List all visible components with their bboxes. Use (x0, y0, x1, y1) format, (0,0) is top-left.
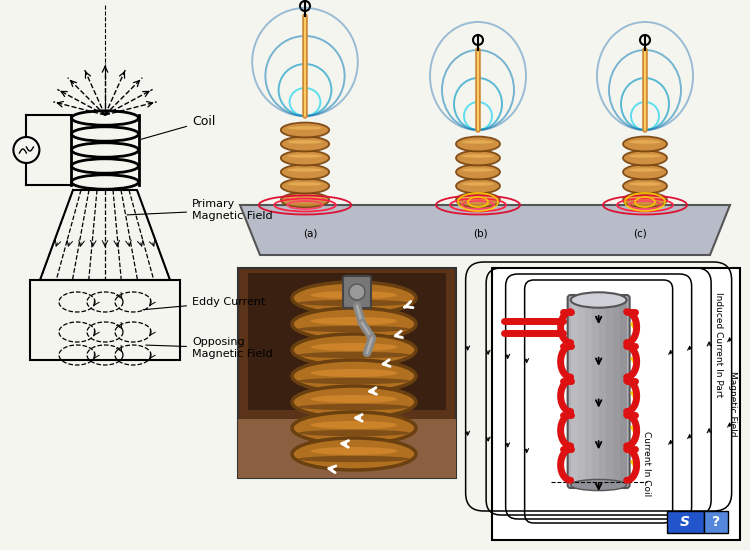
Ellipse shape (629, 196, 661, 200)
Ellipse shape (298, 456, 410, 462)
FancyBboxPatch shape (492, 268, 740, 540)
Ellipse shape (629, 182, 661, 186)
Ellipse shape (456, 136, 500, 151)
Ellipse shape (280, 179, 329, 194)
FancyBboxPatch shape (598, 300, 606, 483)
FancyBboxPatch shape (571, 300, 578, 483)
Ellipse shape (462, 182, 494, 186)
Ellipse shape (287, 182, 322, 186)
Ellipse shape (623, 192, 667, 207)
Ellipse shape (298, 378, 410, 384)
Text: Opposing
Magnetic Field: Opposing Magnetic Field (146, 337, 273, 359)
Polygon shape (240, 205, 730, 255)
Ellipse shape (310, 291, 398, 299)
Ellipse shape (310, 447, 398, 455)
Ellipse shape (629, 140, 661, 144)
Ellipse shape (456, 151, 500, 166)
Ellipse shape (287, 168, 322, 172)
Ellipse shape (298, 326, 410, 332)
Ellipse shape (298, 404, 410, 410)
Ellipse shape (310, 421, 398, 429)
Ellipse shape (456, 164, 500, 179)
FancyBboxPatch shape (667, 511, 704, 533)
Ellipse shape (629, 168, 661, 172)
Ellipse shape (292, 334, 416, 366)
Ellipse shape (292, 308, 416, 340)
FancyBboxPatch shape (343, 276, 371, 308)
Ellipse shape (280, 136, 329, 151)
Ellipse shape (292, 282, 416, 314)
FancyBboxPatch shape (248, 273, 446, 410)
Text: Primary
Magnetic Field: Primary Magnetic Field (127, 199, 273, 221)
Ellipse shape (456, 179, 500, 194)
Text: ?: ? (712, 515, 720, 529)
Ellipse shape (623, 164, 667, 179)
Text: Eddy Current: Eddy Current (142, 297, 266, 310)
Ellipse shape (287, 154, 322, 158)
Ellipse shape (292, 438, 416, 470)
Ellipse shape (298, 300, 410, 306)
Ellipse shape (287, 196, 322, 200)
Text: S: S (680, 515, 690, 529)
Text: Induced Current In Part: Induced Current In Part (713, 292, 722, 397)
Ellipse shape (292, 412, 416, 444)
FancyBboxPatch shape (238, 419, 456, 478)
FancyBboxPatch shape (592, 300, 598, 483)
Text: Coil: Coil (141, 115, 215, 139)
Text: (b): (b) (472, 228, 488, 238)
FancyBboxPatch shape (238, 268, 456, 478)
Ellipse shape (298, 352, 410, 358)
Ellipse shape (280, 192, 329, 207)
Ellipse shape (571, 292, 627, 307)
FancyBboxPatch shape (568, 295, 630, 488)
Ellipse shape (310, 317, 398, 325)
Ellipse shape (280, 123, 329, 138)
FancyBboxPatch shape (578, 300, 585, 483)
Text: Magnetic Field: Magnetic Field (728, 371, 736, 437)
Ellipse shape (462, 154, 494, 158)
Text: Current In Coil: Current In Coil (642, 431, 651, 497)
Ellipse shape (310, 369, 398, 377)
Ellipse shape (292, 360, 416, 392)
Ellipse shape (623, 179, 667, 194)
Ellipse shape (287, 140, 322, 144)
Ellipse shape (462, 196, 494, 200)
Ellipse shape (298, 430, 410, 436)
FancyBboxPatch shape (613, 300, 620, 483)
Text: (a): (a) (303, 228, 317, 238)
Ellipse shape (462, 168, 494, 172)
Ellipse shape (310, 395, 398, 403)
FancyBboxPatch shape (704, 511, 728, 533)
Ellipse shape (292, 386, 416, 418)
FancyBboxPatch shape (620, 300, 627, 483)
Ellipse shape (462, 140, 494, 144)
Ellipse shape (287, 126, 322, 130)
Ellipse shape (571, 480, 627, 491)
Ellipse shape (623, 151, 667, 166)
Ellipse shape (629, 154, 661, 158)
Circle shape (349, 284, 365, 300)
Text: (c): (c) (633, 228, 646, 238)
Ellipse shape (280, 151, 329, 166)
FancyBboxPatch shape (606, 300, 613, 483)
Ellipse shape (456, 192, 500, 207)
FancyBboxPatch shape (585, 300, 592, 483)
Ellipse shape (623, 136, 667, 151)
Ellipse shape (310, 343, 398, 351)
Ellipse shape (280, 164, 329, 179)
